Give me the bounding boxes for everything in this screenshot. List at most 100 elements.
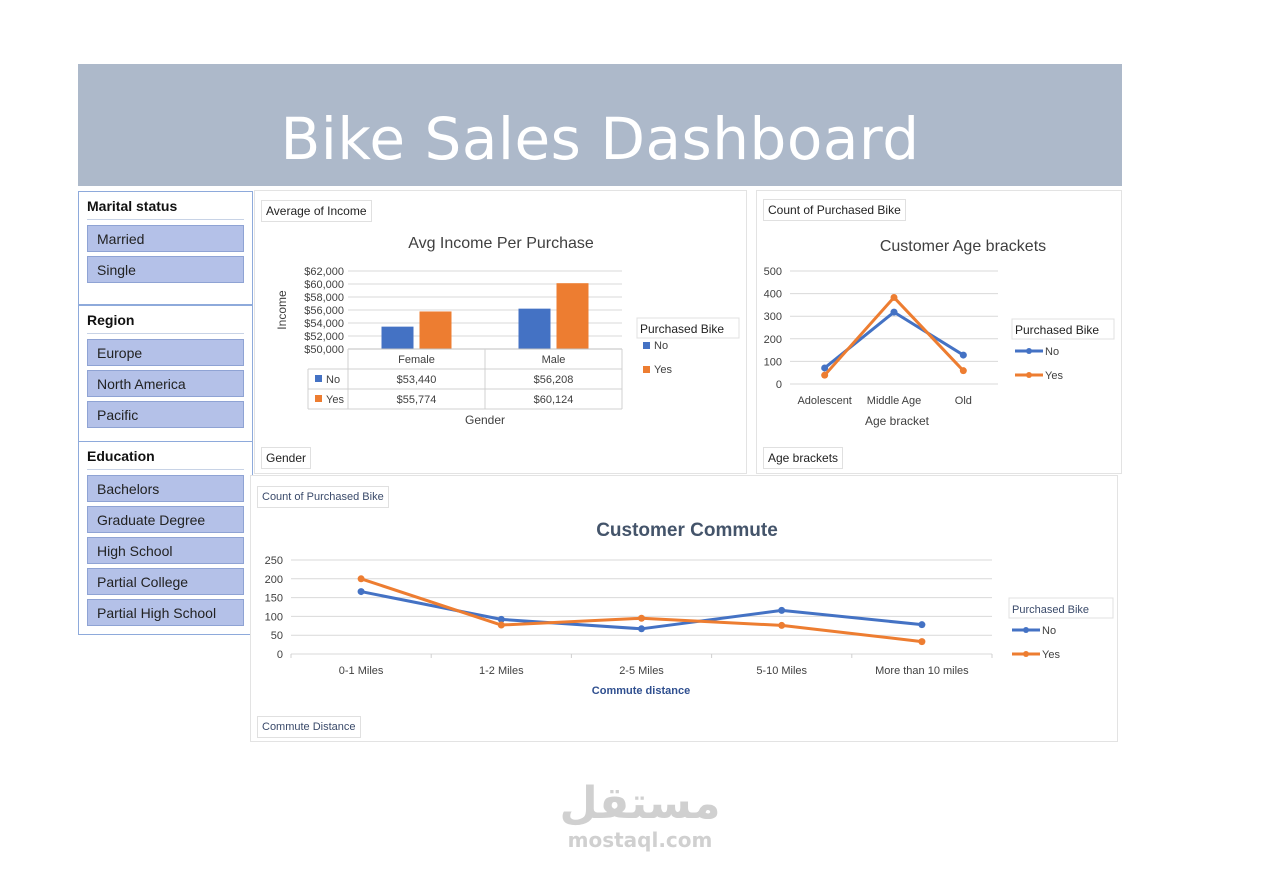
legend-label: Yes [654, 364, 672, 376]
slicer-item-partial-high-school[interactable]: Partial High School [87, 599, 244, 626]
data-point-no [357, 588, 365, 596]
data-point-yes [918, 638, 926, 646]
slicer-item-europe[interactable]: Europe [87, 339, 244, 366]
value-field-button[interactable]: Average of Income [261, 200, 372, 222]
y-tick-label: $52,000 [304, 331, 344, 343]
y-tick-label: 250 [265, 555, 283, 567]
legend-title-box [1008, 597, 1114, 619]
legend-key [643, 366, 650, 373]
table-legend-key [315, 375, 322, 382]
axis-field-button[interactable]: Age brackets [763, 447, 844, 469]
slicer-item-partial-college[interactable]: Partial College [87, 568, 244, 595]
table-cell-value: $60,124 [534, 394, 574, 406]
y-tick-label: $56,000 [304, 305, 344, 317]
legend-title: Purchased Bike [640, 322, 724, 336]
y-tick-label: 0 [277, 649, 283, 661]
slicer-item-graduate-degree[interactable]: Graduate Degree [87, 506, 244, 533]
table-series-name: Yes [326, 394, 344, 406]
y-tick-label: 500 [764, 266, 782, 278]
x-tick-label: Old [955, 395, 972, 407]
slicer-item-north-america[interactable]: North America [87, 370, 244, 397]
x-tick-label: 0-1 Miles [339, 665, 384, 677]
watermark-logo: مستقل mostaql.com [559, 778, 721, 853]
y-tick-label: 150 [265, 593, 283, 605]
slicer-divider [87, 333, 244, 334]
y-tick-label: 300 [764, 311, 782, 323]
legend-key-marker [1023, 627, 1029, 633]
dashboard-title: Bike Sales Dashboard [280, 105, 920, 173]
slicer-item-pacific[interactable]: Pacific [87, 401, 244, 428]
legend-label: No [654, 340, 668, 352]
bar-yes-female [419, 311, 452, 349]
y-tick-label: $50,000 [304, 344, 344, 356]
data-point-yes [821, 371, 829, 379]
x-axis-title: Age bracket [865, 414, 930, 428]
slicer-title: Region [87, 312, 135, 328]
chart-title: Avg Income Per Purchase [408, 235, 594, 252]
title-banner: Bike Sales Dashboard [78, 64, 1122, 186]
legend-label: No [1045, 346, 1059, 358]
y-tick-label: $60,000 [304, 279, 344, 291]
axis-field-button[interactable]: Gender [261, 447, 312, 469]
x-tick-label: 5-10 Miles [756, 665, 807, 677]
x-tick-label: 2-5 Miles [619, 665, 664, 677]
legend-title-box [636, 317, 740, 339]
table-legend-key [315, 395, 322, 402]
legend-title: Purchased Bike [1012, 604, 1089, 616]
income-chart-panel: Average of Income Gender Avg Income Per … [254, 190, 747, 474]
slicer-region: Region Europe North America Pacific [78, 305, 253, 442]
x-tick-label: Middle Age [867, 395, 921, 407]
y-tick-label: 100 [764, 356, 782, 368]
bar-yes-male [556, 283, 589, 349]
legend-key [643, 342, 650, 349]
legend-key-marker [1026, 348, 1032, 354]
data-point-yes [890, 293, 898, 301]
age-chart-panel: Count of Purchased Bike Age brackets Cus… [756, 190, 1122, 474]
legend-label: Yes [1045, 370, 1063, 382]
slicer-marital-status: Marital status Married Single [78, 191, 253, 305]
axis-field-button[interactable]: Commute Distance [257, 716, 361, 738]
y-axis-title: Income [275, 290, 289, 330]
y-tick-label: 100 [265, 611, 283, 623]
y-tick-label: 200 [764, 334, 782, 346]
value-field-button[interactable]: Count of Purchased Bike [257, 486, 389, 508]
data-point-yes [357, 575, 365, 583]
value-field-button[interactable]: Count of Purchased Bike [763, 199, 906, 221]
slicer-divider [87, 219, 244, 220]
y-tick-label: $62,000 [304, 266, 344, 278]
y-tick-label: $58,000 [304, 292, 344, 304]
income-chart: Avg Income Per Purchase $50,000$52,000$54… [275, 235, 740, 427]
y-tick-label: $54,000 [304, 318, 344, 330]
table-cell-value: $55,774 [397, 394, 437, 406]
data-point-no [890, 308, 898, 316]
x-tick-label: Male [542, 354, 566, 366]
y-tick-label: 400 [764, 289, 782, 301]
bar-no-female [381, 326, 414, 349]
legend-title: Purchased Bike [1015, 323, 1099, 337]
bar-no-male [518, 308, 551, 349]
slicer-item-married[interactable]: Married [87, 225, 244, 252]
data-point-yes [638, 614, 645, 622]
data-point-no [638, 625, 645, 633]
data-point-no [918, 621, 926, 629]
slicer-title: Marital status [87, 198, 178, 214]
data-point-yes [778, 621, 786, 629]
age-chart: Customer Age brackets 0 100 200 300 400 500 Ado… [764, 238, 1115, 428]
data-point-no [821, 364, 829, 372]
x-tick-label: More than 10 miles [875, 665, 969, 677]
slicer-item-single[interactable]: Single [87, 256, 244, 283]
x-tick-label: 1-2 Miles [479, 665, 524, 677]
data-point-yes [497, 621, 505, 629]
data-point-no [959, 351, 967, 359]
commute-chart-panel: Count of Purchased Bike Commute Distance… [250, 475, 1118, 742]
y-tick-label: 200 [265, 574, 283, 586]
series-line-no [823, 310, 965, 370]
commute-chart: Customer Commute 0 50 100 150 200 250 0-1 Miles… [265, 520, 1114, 697]
x-tick-label: Female [398, 354, 435, 366]
chart-title: Customer Age brackets [880, 238, 1046, 255]
x-axis-title: Gender [465, 413, 505, 427]
slicer-item-high-school[interactable]: High School [87, 537, 244, 564]
x-tick-label: Adolescent [797, 395, 851, 407]
slicer-item-bachelors[interactable]: Bachelors [87, 475, 244, 502]
table-cell-value: $56,208 [534, 374, 574, 386]
